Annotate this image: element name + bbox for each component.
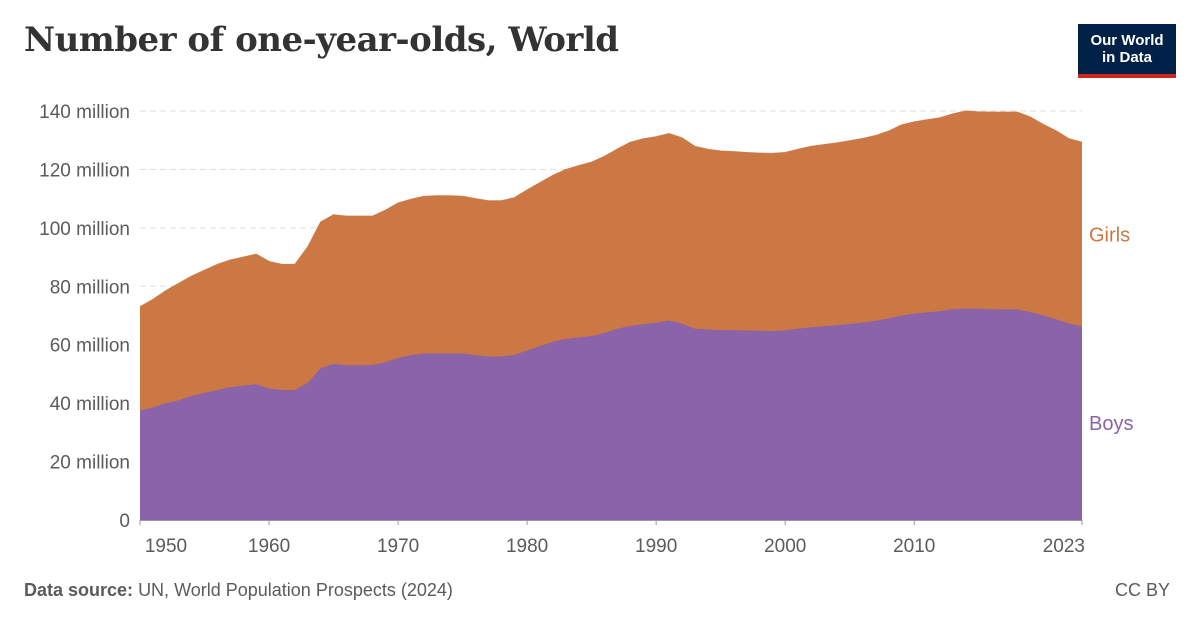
y-tick-label: 0: [119, 511, 130, 532]
data-source: Data source: UN, World Population Prospe…: [24, 580, 453, 601]
y-tick-label: 120 million: [39, 160, 130, 181]
x-tick-label: 1980: [506, 536, 548, 557]
license-link[interactable]: CC BY: [1114, 580, 1170, 600]
logo-line-1: Our World: [1090, 32, 1164, 49]
y-tick-label: 140 million: [39, 102, 130, 123]
y-tick-label: 60 million: [50, 336, 130, 357]
x-tick-label: 1950: [145, 536, 187, 557]
x-tick-label: 1990: [635, 536, 677, 557]
data-source-text: UN, World Population Prospects (2024): [138, 580, 453, 600]
y-tick-label: 100 million: [39, 219, 130, 240]
series-label-girls: Girls: [1089, 224, 1130, 246]
y-tick-label: 40 million: [50, 394, 130, 415]
logo-line-2: in Data: [1101, 49, 1152, 66]
area-edge-girls: [139, 110, 1083, 308]
x-tick-label: 2023: [1043, 536, 1085, 557]
y-tick-label: 20 million: [50, 453, 130, 474]
x-tick-label: 1960: [248, 536, 290, 557]
x-tick-label: 2000: [764, 536, 806, 557]
owid-logo[interactable]: Our World in Data: [1078, 24, 1176, 78]
area-girls: [140, 111, 1082, 411]
y-tick-label: 80 million: [50, 277, 130, 298]
data-source-label: Data source:: [24, 580, 134, 600]
x-tick-label: 1970: [377, 536, 419, 557]
area-boys: [140, 308, 1082, 520]
series-label-boys: Boys: [1089, 413, 1133, 435]
x-tick-label: 2010: [893, 536, 935, 557]
chart-title: Number of one-year-olds, World: [24, 20, 619, 60]
